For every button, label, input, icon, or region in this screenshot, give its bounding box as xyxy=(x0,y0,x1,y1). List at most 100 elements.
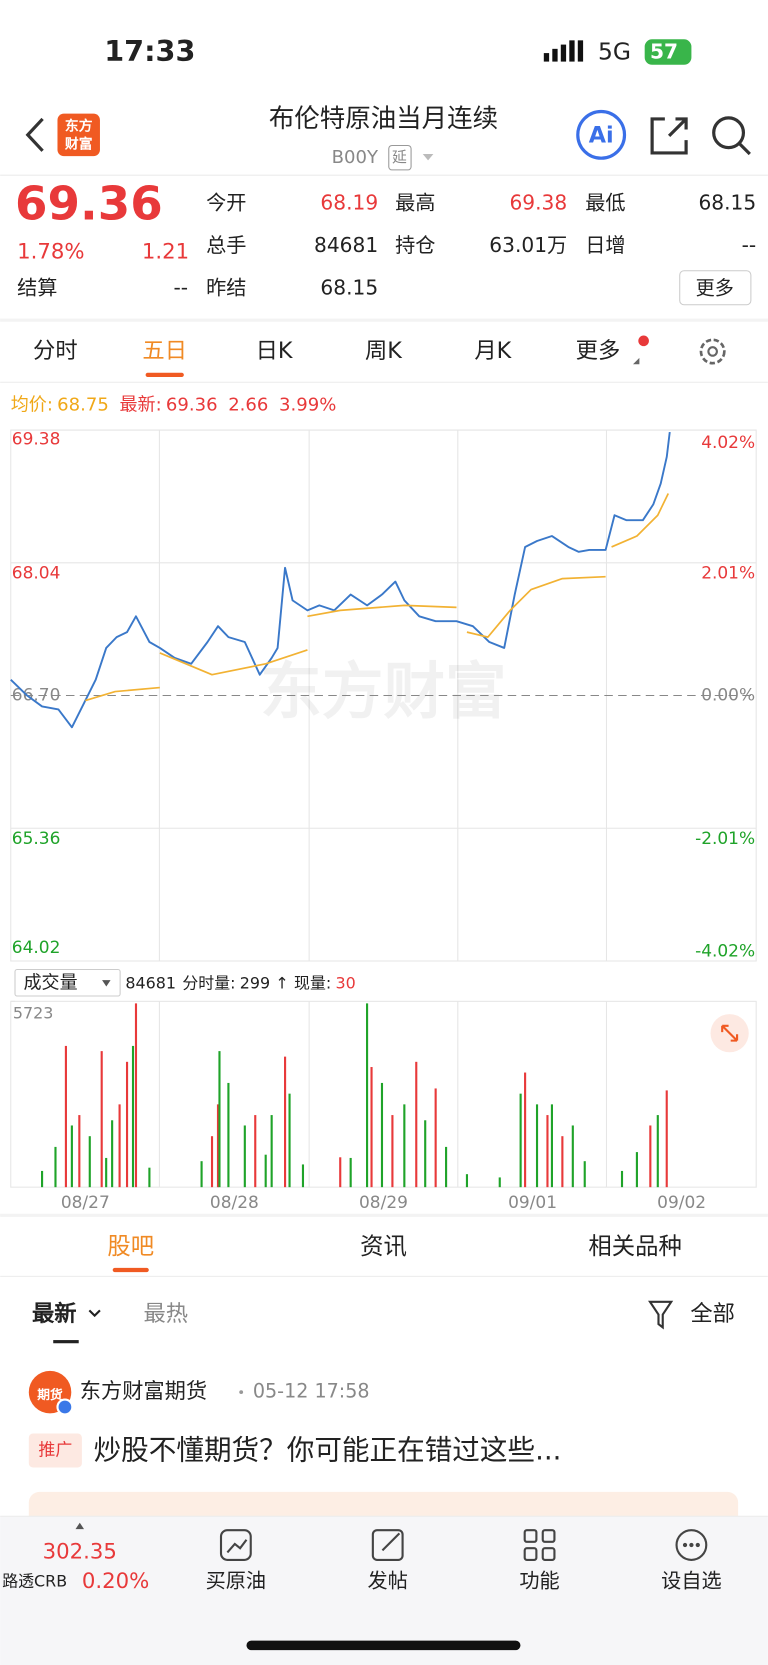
battery xyxy=(644,39,692,65)
field-label: 总手 xyxy=(206,233,246,257)
volume-bar xyxy=(284,1056,287,1188)
post-time: 05-12 17:58 xyxy=(253,1380,370,1403)
volume-bar xyxy=(218,1051,221,1188)
expand-icon xyxy=(721,1024,739,1042)
field-label: 持仓 xyxy=(395,233,435,257)
section-tab[interactable]: 相关品种 xyxy=(588,1232,681,1260)
promo-label: 推广 xyxy=(38,1441,72,1461)
volume-bar xyxy=(243,1125,246,1188)
index-name: 路透CRB xyxy=(2,1572,67,1591)
nav-button[interactable]: 功能 xyxy=(519,1569,559,1593)
sort-latest[interactable]: 最新 xyxy=(32,1300,77,1327)
bottom-bar xyxy=(0,1516,768,1665)
title: 布伦特原油当月连续 xyxy=(269,104,498,134)
tab-active[interactable]: 五日 xyxy=(142,338,187,364)
y-tick-label: 66.70 xyxy=(12,686,61,706)
more-button[interactable] xyxy=(679,270,752,306)
tab[interactable]: 分时 xyxy=(33,338,78,364)
logo-text: 东方 xyxy=(65,117,93,134)
field-value: -- xyxy=(742,233,757,257)
x-tick-label: 09/02 xyxy=(657,1193,706,1213)
caret xyxy=(75,1522,85,1530)
volume-bar xyxy=(380,1082,384,1188)
change-pct: 1.78% xyxy=(17,240,84,265)
post-author[interactable]: 东方财富期货 xyxy=(80,1379,207,1404)
volume-bar xyxy=(561,1136,564,1188)
section-tab-active[interactable]: 股吧 xyxy=(107,1232,154,1260)
x-tick-label: 08/29 xyxy=(359,1193,408,1213)
price-chart: 64.02 65.36 66.70 68.04 69.38 -4.02% -2.01% 0.0… xyxy=(10,429,757,962)
day-grid xyxy=(158,1001,607,1188)
volume-bar xyxy=(200,1161,203,1188)
y2-tick-label: -4.02% xyxy=(695,941,755,961)
section-tab[interactable]: 资讯 xyxy=(360,1232,407,1260)
signal xyxy=(543,40,584,62)
volume-bar xyxy=(403,1104,406,1188)
nav-button[interactable]: 设自选 xyxy=(661,1569,721,1593)
volume-bar xyxy=(227,1082,230,1188)
y-tick-label: 65.36 xyxy=(12,829,61,849)
volume-bar xyxy=(370,1067,373,1188)
tab[interactable]: 周K xyxy=(365,338,403,364)
volume-bar xyxy=(391,1115,394,1188)
search[interactable] xyxy=(712,116,746,150)
volume-bar xyxy=(216,1104,220,1188)
divider xyxy=(0,1213,768,1217)
field-label: 最高 xyxy=(395,190,435,214)
logo-text: 财富 xyxy=(65,135,93,152)
volume-bar xyxy=(264,1154,267,1188)
volume-selector-label: 成交量 xyxy=(23,972,77,993)
volume-bar xyxy=(254,1115,257,1188)
volume-bar xyxy=(620,1170,624,1188)
volume-bar xyxy=(366,1003,369,1188)
nav-button[interactable]: 买原油 xyxy=(206,1569,266,1593)
volume-bar xyxy=(118,1104,121,1188)
filter[interactable]: 全部 xyxy=(690,1301,735,1327)
tag: 延 xyxy=(392,148,407,166)
post-text[interactable]: 炒股不懂期货？你可能正在错过这些... xyxy=(94,1434,562,1467)
volume-bar xyxy=(635,1152,638,1188)
filter-icon[interactable] xyxy=(648,1300,674,1330)
search-handle xyxy=(738,142,751,156)
tab[interactable]: 更多 xyxy=(576,338,621,364)
caret xyxy=(633,357,640,365)
volume-bar xyxy=(649,1125,652,1188)
caret xyxy=(88,1309,101,1318)
volume-bar xyxy=(349,1157,352,1188)
index-value: 302.35 xyxy=(43,1539,117,1564)
volume-bar xyxy=(583,1161,586,1188)
field-label: 昨结 xyxy=(206,275,246,299)
share[interactable] xyxy=(650,117,688,155)
field-value: 68.15 xyxy=(698,190,756,214)
settings-hub xyxy=(707,346,718,357)
caret xyxy=(422,153,434,161)
volume-bar xyxy=(535,1104,539,1188)
field-label: 今开 xyxy=(206,190,246,214)
promo-badge xyxy=(28,1433,82,1468)
legend: 均价: 68.75 最新: 69.36 2.66 3.99% xyxy=(11,395,337,416)
ai-button[interactable] xyxy=(576,109,627,160)
volume-bar xyxy=(41,1170,44,1188)
volume-chart: 5723 08/27 08/28 08/29 09/01 09/02 xyxy=(10,1000,706,1213)
verified xyxy=(56,1398,74,1416)
volume-bar xyxy=(550,1104,553,1188)
back[interactable] xyxy=(25,117,44,152)
field-value: 68.15 xyxy=(320,275,378,299)
volume-selector[interactable] xyxy=(14,968,121,997)
volume-bar xyxy=(445,1146,448,1188)
field-value: 84681 xyxy=(314,233,378,257)
x-tick-label: 09/01 xyxy=(508,1193,557,1213)
volume-bar xyxy=(54,1146,57,1188)
y2-tick-label: 0.00% xyxy=(701,686,755,706)
nav-button[interactable]: 发帖 xyxy=(368,1569,408,1593)
ai-label: Ai xyxy=(589,122,614,148)
tab[interactable]: 日K xyxy=(256,338,294,364)
tab[interactable]: 月K xyxy=(474,338,512,364)
dot xyxy=(239,1390,244,1395)
code: B00Y xyxy=(332,147,379,168)
settings[interactable] xyxy=(699,338,726,365)
volume-bar xyxy=(111,1120,114,1188)
field-value: 63.01万 xyxy=(489,233,567,257)
sort-hot[interactable]: 最热 xyxy=(143,1301,188,1327)
